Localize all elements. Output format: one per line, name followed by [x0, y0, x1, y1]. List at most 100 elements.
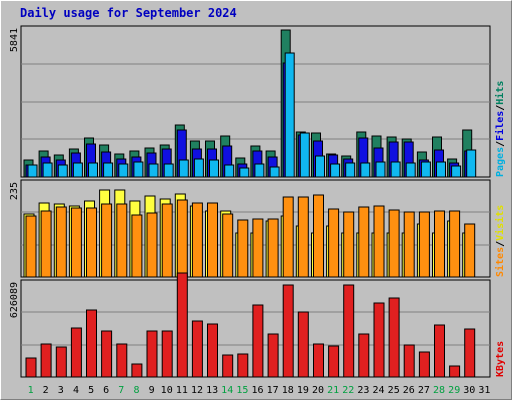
x-tick-label-day-8: 8: [133, 385, 139, 396]
bar-sites-day-4: [70, 207, 82, 278]
x-tick-label-day-23: 23: [357, 385, 369, 396]
bar-sites-day-3: [55, 206, 67, 278]
bar-kbytes-day-23: [358, 333, 370, 378]
bar-sites-day-26: [403, 211, 415, 278]
bar-kbytes-day-5: [86, 309, 97, 378]
x-tick-label-day-14: 14: [221, 385, 233, 396]
x-tick-label-day-19: 19: [297, 385, 309, 396]
x-tick-label-day-26: 26: [403, 385, 415, 396]
y-max-label-visits-sites: 235: [9, 182, 20, 200]
bar-sites-day-27: [418, 211, 430, 278]
bar-kbytes-day-29: [449, 365, 461, 378]
x-tick-label-day-29: 29: [448, 385, 460, 396]
chart-title: Daily usage for September 2024: [20, 6, 237, 20]
legend-entry: /: [495, 105, 506, 111]
bar-pages-day-10: [163, 163, 174, 178]
bar-sites-day-9: [146, 212, 158, 278]
x-tick-label-day-2: 2: [43, 385, 49, 396]
bar-pages-day-19: [299, 132, 310, 178]
y-max-label-pages-files-hits: 5841: [9, 28, 20, 52]
bar-kbytes-day-18: [282, 284, 294, 378]
x-tick-label-day-1: 1: [28, 385, 34, 396]
bar-pages-day-21: [330, 163, 341, 178]
bar-sites-day-14: [222, 213, 234, 278]
bar-pages-day-29: [451, 165, 462, 178]
bar-sites-day-18: [282, 196, 294, 278]
bar-kbytes-day-7: [116, 343, 128, 378]
legend-kbytes: KBytes: [495, 341, 506, 377]
bar-sites-day-19: [297, 196, 309, 278]
bar-kbytes-day-3: [55, 346, 67, 378]
bar-sites-day-7: [116, 203, 128, 278]
x-tick-label-day-12: 12: [191, 385, 203, 396]
bar-kbytes-day-30: [464, 328, 476, 378]
x-tick-label-day-27: 27: [418, 385, 430, 396]
bar-sites-day-29: [449, 210, 461, 278]
bar-kbytes-day-20: [313, 343, 324, 378]
legend-visits-sites: Sites/Visits: [494, 205, 506, 277]
bar-sites-day-2: [40, 210, 52, 278]
bar-sites-day-23: [358, 206, 370, 278]
bar-sites-day-12: [191, 202, 203, 278]
x-tick-label-day-13: 13: [206, 385, 218, 396]
bar-kbytes-day-1: [25, 357, 37, 378]
bar-pages-day-6: [103, 162, 114, 178]
bar-pages-day-7: [118, 163, 129, 178]
bar-pages-day-1: [27, 164, 38, 178]
bar-kbytes-day-13: [207, 323, 218, 378]
bar-sites-day-11: [176, 199, 188, 278]
legend-entry: Visits: [494, 205, 506, 241]
legend-entry: /: [495, 241, 506, 247]
bar-pages-day-24: [375, 161, 386, 178]
x-tick-label-day-21: 21: [327, 385, 339, 396]
bar-kbytes-day-16: [252, 304, 264, 378]
bar-sites-day-20: [313, 194, 324, 278]
legend-entry: Hits: [494, 81, 506, 105]
legend-entry: /: [495, 141, 506, 147]
bar-sites-day-8: [131, 214, 143, 278]
bar-kbytes-day-14: [222, 354, 234, 378]
bar-kbytes-day-25: [388, 297, 400, 378]
x-tick-label-day-18: 18: [282, 385, 294, 396]
bar-kbytes-day-10: [161, 330, 173, 378]
bar-sites-day-17: [267, 218, 279, 278]
bar-kbytes-day-24: [373, 302, 385, 378]
x-tick-label-day-11: 11: [176, 385, 188, 396]
bar-pages-day-22: [345, 162, 356, 178]
legend-entry: Files: [494, 111, 506, 141]
legend-entry: KBytes: [495, 341, 506, 377]
x-tick-label-day-9: 9: [149, 385, 155, 396]
x-tick-label-day-10: 10: [161, 385, 173, 396]
bar-sites-day-30: [464, 223, 476, 278]
x-tick-label-day-6: 6: [103, 385, 109, 396]
bar-kbytes-day-17: [267, 333, 279, 378]
bar-sites-day-13: [207, 202, 218, 278]
bar-pages-day-2: [42, 162, 53, 178]
x-tick-label-day-25: 25: [388, 385, 400, 396]
bar-pages-day-3: [57, 164, 68, 178]
bar-pages-day-15: [239, 167, 250, 178]
bar-kbytes-day-9: [146, 330, 158, 378]
legend-entry: Pages: [495, 147, 506, 177]
x-tick-label-day-22: 22: [342, 385, 354, 396]
bar-pages-day-17: [269, 166, 280, 178]
x-tick-label-day-31: 31: [478, 385, 490, 396]
bar-pages-day-27: [420, 161, 431, 178]
bar-sites-day-6: [101, 203, 113, 278]
x-tick-label-day-15: 15: [236, 385, 248, 396]
bar-kbytes-day-11: [176, 272, 188, 378]
bar-pages-day-13: [209, 159, 219, 178]
x-tick-label-day-24: 24: [372, 385, 384, 396]
x-tick-label-day-7: 7: [118, 385, 124, 396]
bar-sites-day-5: [86, 207, 97, 278]
bar-pages-day-5: [88, 162, 98, 178]
bar-sites-day-24: [373, 205, 385, 278]
bar-pages-day-28: [436, 161, 446, 178]
x-tick-label-day-4: 4: [73, 385, 79, 396]
bar-sites-day-15: [237, 219, 249, 278]
bar-pages-day-25: [390, 161, 401, 178]
bar-pages-day-26: [405, 162, 416, 178]
bar-pages-day-23: [360, 162, 371, 178]
bar-kbytes-day-15: [237, 353, 249, 378]
